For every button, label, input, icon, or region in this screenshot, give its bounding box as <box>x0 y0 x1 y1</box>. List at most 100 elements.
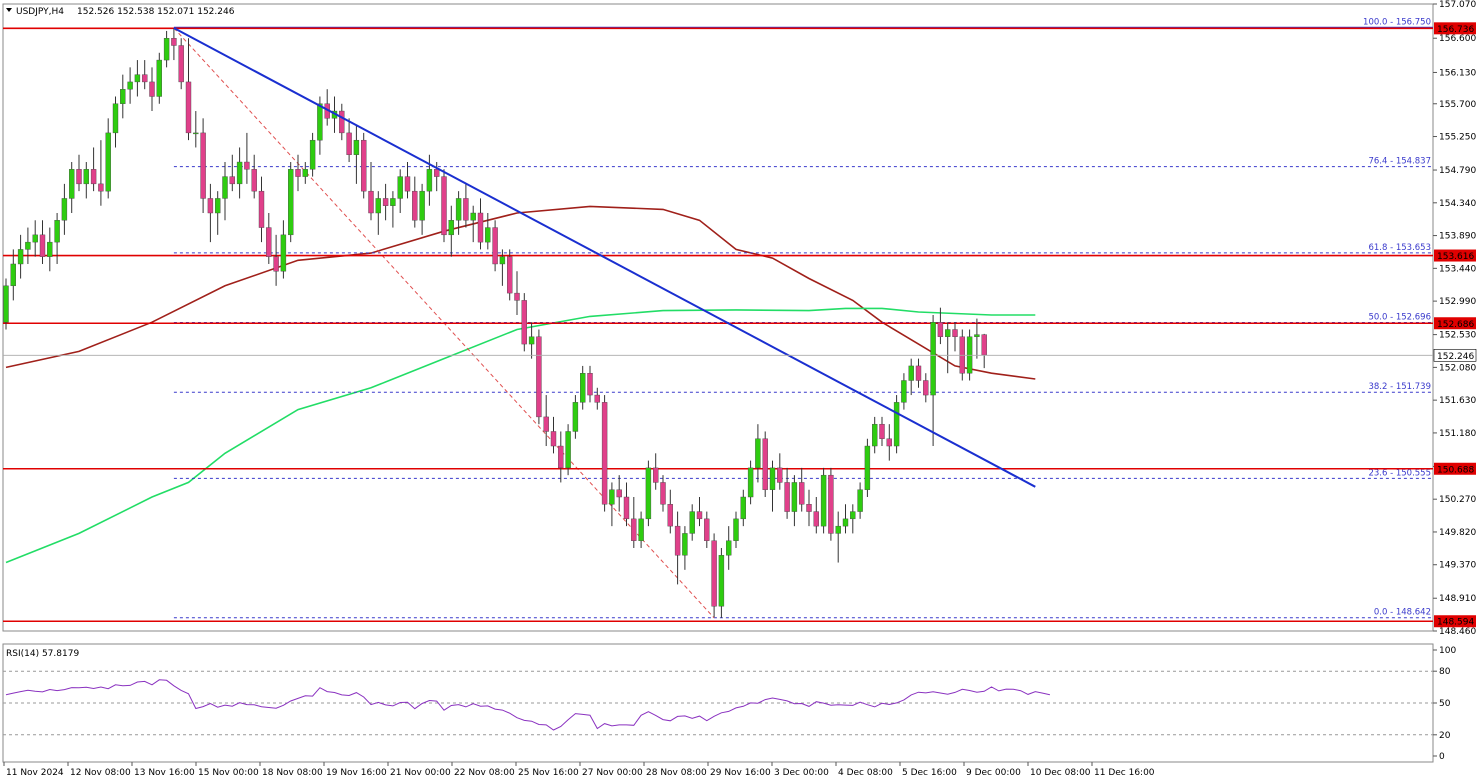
candle-body <box>346 132 352 155</box>
candle-body <box>266 227 272 257</box>
fib-level-label: 23.6 - 150.555 <box>1368 468 1431 478</box>
fib-level-label: 0.0 - 148.642 <box>1374 608 1431 618</box>
price-tick-label: 151.180 <box>1439 429 1476 439</box>
time-axis: 11 Nov 2024 12 Nov 08:00 13 Nov 16:00 15 No… <box>3 762 1155 778</box>
candle-body <box>499 256 506 265</box>
candle-body <box>76 169 82 185</box>
candle-body <box>47 241 53 257</box>
candle-body <box>777 467 783 483</box>
chart-header: USDJPY,H4 152.526 152.538 152.071 152.24… <box>6 7 235 17</box>
rsi-axis: 100 80 50 20 0 <box>1433 646 1456 762</box>
price-tag-label: 156.736 <box>1437 25 1474 35</box>
candle-body <box>791 482 798 512</box>
candle-body <box>653 467 659 483</box>
candle-body <box>550 431 557 447</box>
time-tick-label: 29 Nov 16:00 <box>710 768 771 778</box>
candle-body <box>543 416 549 432</box>
candle-body <box>185 81 192 134</box>
candle-body <box>441 176 447 236</box>
candle-body <box>171 38 177 46</box>
time-tick-label: 21 Nov 00:00 <box>390 768 451 778</box>
price-tag-label: 153.616 <box>1437 252 1474 262</box>
downtrend-line <box>173 27 1036 488</box>
candle-body <box>945 329 951 337</box>
time-tick-label: 12 Nov 08:00 <box>70 768 131 778</box>
candle-body <box>762 438 768 490</box>
price-tag-box <box>1434 349 1476 362</box>
time-tick-label: 25 Nov 16:00 <box>518 768 579 778</box>
price-tick-label: 157.070 <box>1439 0 1476 10</box>
candle-body <box>83 169 90 185</box>
rsi-pane: 100 80 50 20 0 <box>3 646 1456 762</box>
candle-body <box>594 394 600 403</box>
candle-body <box>616 489 622 498</box>
time-tick-label: 19 Nov 16:00 <box>326 768 387 778</box>
candle-body <box>638 518 644 541</box>
price-tag-box <box>1434 615 1476 628</box>
candle-body <box>309 139 316 170</box>
candle-body <box>68 169 75 199</box>
candle-body <box>820 474 827 527</box>
ma-slow-line <box>5 205 1036 380</box>
candle-body <box>382 198 389 206</box>
candle-body <box>813 511 819 527</box>
candle-body <box>857 489 863 512</box>
price-tick-label: 152.990 <box>1439 297 1476 307</box>
candle-body <box>258 190 265 228</box>
candle-body <box>10 263 17 287</box>
candle-body <box>850 511 856 520</box>
price-tick-label: 148.910 <box>1439 594 1476 604</box>
rsi-tick-label: 20 <box>1439 731 1451 741</box>
price-tick-label: 149.370 <box>1439 561 1476 571</box>
price-pane: 100.0 - 156.750 76.4 - 154.837 61.8 - 153.… <box>3 0 1476 637</box>
candle-body <box>39 234 46 257</box>
candle-body <box>609 489 615 505</box>
price-tag-label: 150.688 <box>1437 465 1474 475</box>
price-tag-label: 152.686 <box>1437 320 1474 330</box>
price-tick-label: 156.130 <box>1439 68 1476 78</box>
time-tick-label: 11 Dec 16:00 <box>1094 768 1155 778</box>
candle-body <box>806 504 812 512</box>
candle-body <box>923 380 929 396</box>
candle-body <box>689 511 695 534</box>
candle-body <box>368 190 374 214</box>
candle-body <box>193 132 199 135</box>
price-tag-box <box>1434 317 1476 330</box>
candle-body <box>828 474 834 534</box>
candle-body <box>558 445 564 469</box>
price-tag-box <box>1434 22 1476 35</box>
candle-body <box>390 198 396 206</box>
candle-body <box>141 74 148 83</box>
candle-body <box>419 190 425 221</box>
candle-body <box>105 132 111 192</box>
price-axis: 157.070 156.600 156.130 155.700 155.250 154.7… <box>1433 0 1476 637</box>
candle-body <box>54 220 60 243</box>
candle-body <box>872 423 878 447</box>
current-price-tag-outline <box>1433 348 1477 362</box>
fib-level-label: 38.2 - 151.739 <box>1368 382 1431 392</box>
price-tick-label: 155.700 <box>1439 100 1476 110</box>
candle-body <box>98 183 104 192</box>
candle-body <box>507 256 513 294</box>
price-tick-label: 152.530 <box>1439 331 1476 341</box>
candle-body <box>120 89 126 104</box>
candle-body <box>601 402 608 505</box>
time-tick-label: 28 Nov 08:00 <box>646 768 707 778</box>
candle-body <box>214 198 221 214</box>
candle-body <box>974 334 980 337</box>
candle-body <box>32 234 38 243</box>
rsi-line <box>5 679 1051 731</box>
collapse-arrow-icon[interactable] <box>6 8 12 12</box>
candle-body <box>514 292 520 301</box>
candle-body <box>353 139 360 155</box>
price-tag-label: 148.594 <box>1437 618 1474 628</box>
candle-body <box>244 161 250 170</box>
candle-body <box>521 300 527 345</box>
price-tag-box <box>1434 462 1476 475</box>
candle-body <box>229 176 236 185</box>
candle-body <box>178 45 184 83</box>
candle-body <box>236 161 243 185</box>
candle-body <box>470 212 476 221</box>
